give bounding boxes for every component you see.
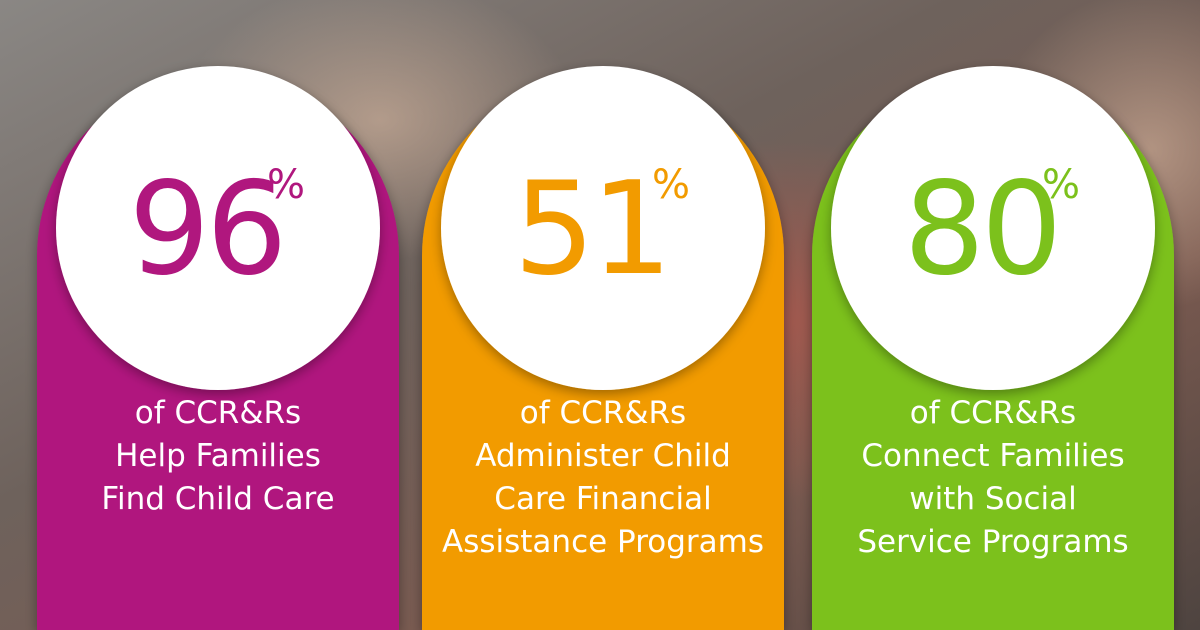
stat-description: Connect Families: [861, 438, 1124, 474]
stat-description: with Social: [909, 481, 1077, 517]
stat-description: Find Child Care: [101, 481, 334, 517]
stat-unit: %: [1042, 162, 1080, 208]
number-circle: [56, 66, 380, 390]
stat-description: Administer Child: [475, 438, 731, 474]
stat-description: of CCR&Rs: [520, 395, 686, 431]
stat-card: 51% of CCR&Rs Administer Child Care Financi…: [422, 66, 784, 630]
number-circle: [441, 66, 765, 390]
stat-description: Assistance Programs: [442, 524, 764, 560]
cards: 96% of CCR&Rs Help Families Find Child Care…: [37, 66, 1174, 630]
stat-unit: %: [267, 162, 305, 208]
stat-card: 80% of CCR&Rs Connect Families with Social S…: [812, 66, 1174, 630]
stat-value: 80: [904, 155, 1059, 304]
stat-description: of CCR&Rs: [135, 395, 301, 431]
stat-description: Care Financial: [494, 481, 711, 517]
stat-card: 96% of CCR&Rs Help Families Find Child Care: [37, 66, 399, 630]
stat-description: Service Programs: [857, 524, 1128, 560]
stat-unit: %: [652, 162, 690, 208]
stat-description: of CCR&Rs: [910, 395, 1076, 431]
stat-value: 51: [514, 155, 669, 304]
stat-value: 96: [129, 155, 284, 304]
stat-description: Help Families: [115, 438, 321, 474]
number-circle: [831, 66, 1155, 390]
